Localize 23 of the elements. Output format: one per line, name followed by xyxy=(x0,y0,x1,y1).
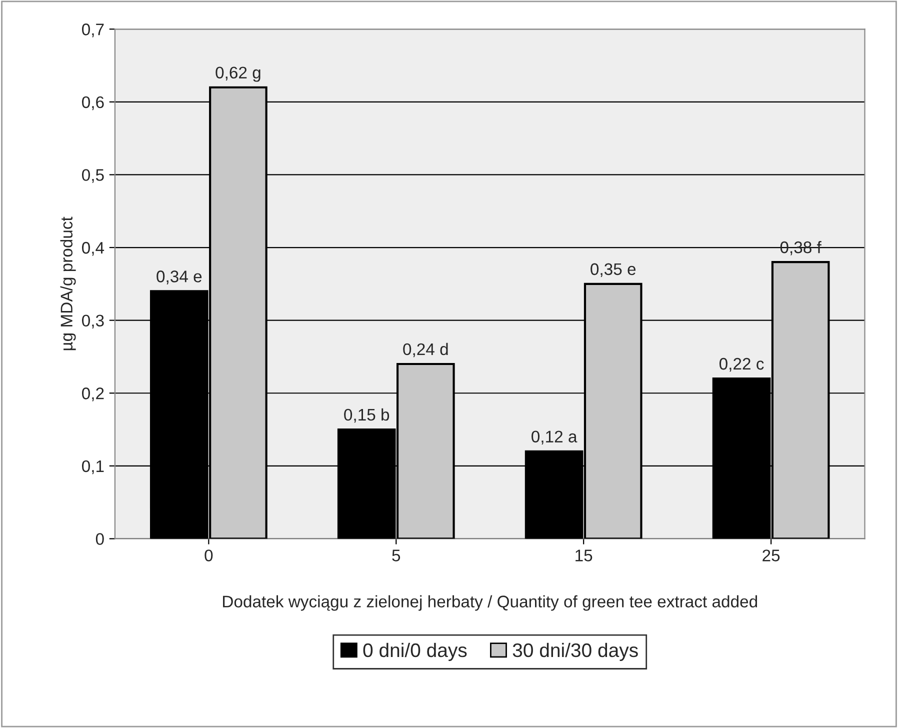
data-label: 0,62 g xyxy=(216,66,260,82)
x-tick-label: 15 xyxy=(576,550,592,562)
y-tick-label: 0,2 xyxy=(82,388,104,402)
y-tick-label: 0 xyxy=(96,533,104,545)
x-tick-label: 25 xyxy=(762,550,780,562)
y-tick-label: 0,1 xyxy=(82,460,104,474)
x-tick-label: 0 xyxy=(204,550,213,562)
y-axis-title: µg MDA/g product xyxy=(60,216,76,350)
x-axis-title: Dodatek wyciągu z zielonej herbaty / Quantity of green tee extract added xyxy=(223,595,758,611)
y-tick-label: 0,7 xyxy=(82,24,104,38)
data-label: 0,34 e xyxy=(156,270,202,284)
y-tick-label: 0,6 xyxy=(82,96,104,110)
data-label: 0,35 e xyxy=(590,263,636,278)
data-label: 0,24 d xyxy=(403,342,448,358)
legend-label: 30 dni/30 days xyxy=(512,642,638,661)
legend-label: 0 dni/0 days xyxy=(363,642,467,661)
y-tick-label: 0,4 xyxy=(82,242,104,256)
data-label: 0,15 b xyxy=(344,408,390,423)
y-tick-label: 0,3 xyxy=(82,314,104,328)
data-label: 0,12 a xyxy=(532,430,578,444)
x-tick-label: 5 xyxy=(392,550,400,562)
data-label: 0,22 c xyxy=(719,358,764,372)
y-tick-label: 0,5 xyxy=(82,169,104,183)
